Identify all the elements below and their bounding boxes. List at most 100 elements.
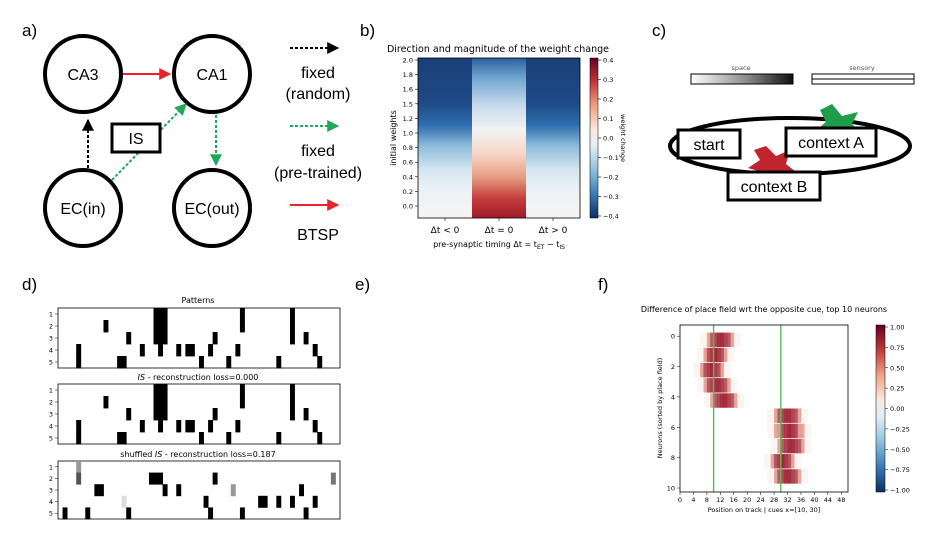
panel-b-yticks: 2.0 1.8 1.6 1.5 1.2 1.0 0.8 0.6 0.4 0.2 0.0 (403, 57, 418, 211)
matrix-cell (176, 344, 182, 357)
panel-f-colorbar (875, 324, 886, 493)
place-field-cell (774, 423, 778, 439)
f-xtick-label: 44 (824, 496, 832, 504)
matrix-cell (312, 420, 318, 433)
matrix-cell (126, 332, 132, 345)
ec-out-label: EC(out) (184, 201, 239, 218)
matrix-cell (76, 432, 82, 445)
matrix-cell (153, 384, 159, 397)
f-xtick-label: 8 (705, 496, 709, 504)
place-field-cell (780, 469, 785, 484)
matrix-row-label: 1 (49, 311, 53, 319)
place-field-cell (767, 469, 772, 484)
place-field-cell (723, 378, 728, 393)
f-ytick-label: 6 (671, 424, 675, 432)
matrix-cell (289, 384, 295, 397)
place-field-cell (696, 378, 701, 393)
matrix-cell (317, 356, 323, 369)
place-field-cell (706, 378, 711, 393)
b-ytick-label: 2.0 (403, 57, 413, 65)
start-box (676, 128, 742, 160)
b-xtick-label: Δt > 0 (539, 226, 568, 236)
b-cbtick-label: 0.1 (603, 115, 613, 123)
is-reconstruction-row-labels: 1 2 3 4 5 (49, 387, 58, 443)
space-bar (690, 73, 794, 85)
matrix-cell (303, 332, 309, 345)
heatmap-b-col-zero (472, 58, 526, 218)
matrix-cell (203, 495, 209, 508)
legend-random-line2: (random) (286, 86, 351, 103)
matrix-cell (303, 507, 309, 520)
matrix-cell (208, 420, 214, 433)
place-field-cell (777, 438, 782, 454)
matrix-cell (189, 420, 195, 433)
place-field-cell (780, 408, 785, 423)
place-field-cell (794, 408, 798, 423)
panel-b-colorbar (589, 57, 599, 219)
f-xtick-label: 24 (756, 496, 764, 504)
place-field-cell (706, 362, 711, 378)
b-cbtick-label: 0.2 (603, 96, 613, 104)
place-field-cell (804, 438, 808, 454)
place-field-cell (787, 469, 792, 484)
place-field-cell (777, 469, 782, 484)
matrix-cell (98, 484, 104, 497)
b-ytick-label: 1.8 (403, 71, 413, 79)
b-ytick-label: 0.2 (403, 188, 413, 196)
matrix-cell (189, 344, 195, 357)
b-cbtick-label: 0.3 (603, 76, 613, 84)
panel-b-colorbar-label: weight change (619, 114, 627, 162)
matrix-row-label: 3 (49, 487, 53, 495)
place-field-cell (737, 393, 741, 408)
matrix-cell (76, 461, 82, 473)
matrix-cell (158, 396, 164, 409)
place-field-cell (740, 393, 745, 408)
place-field-cell (794, 469, 798, 484)
place-field-cell (797, 423, 802, 439)
matrix-cell (139, 420, 145, 433)
ec-in-label: EC(in) (60, 201, 105, 218)
place-field-cell (727, 362, 731, 378)
matrix-cell (76, 420, 82, 433)
place-field-cell (730, 332, 735, 348)
place-field-cell (787, 454, 792, 469)
ca3-label: CA3 (67, 67, 98, 84)
matrix-cell (185, 420, 191, 433)
place-field-cell (737, 332, 741, 348)
b-cbtick-label: 0.4 (603, 57, 613, 65)
place-field-cell (797, 438, 802, 454)
matrix-cell (121, 356, 127, 369)
shuffled-reconstruction-cells (62, 461, 336, 520)
matrix-cell (185, 344, 191, 357)
matrix-cell (199, 432, 204, 445)
f-xtick-label: 12 (716, 496, 724, 504)
panel-b-colorbar-ticks: 0.4 0.3 0.2 0.1 0.0 −0.1 −0.2 −0.3 −0.4 (598, 57, 619, 221)
f-cbtick-label: 0.75 (890, 344, 904, 352)
place-field-cell (727, 332, 731, 348)
matrix-cell (85, 507, 91, 520)
place-field-cell (780, 423, 785, 439)
f-xtick-label: 28 (770, 496, 778, 504)
place-field-cell (804, 469, 808, 484)
place-field-cell (703, 362, 708, 378)
b-cbtick-label: −0.1 (603, 154, 619, 162)
b-xtick-label: Δt = 0 (485, 226, 514, 236)
place-field-cell (710, 362, 714, 378)
b-ytick-label: 0.4 (403, 173, 413, 181)
place-field-cell (713, 393, 718, 408)
f-cbtick-label: −0.50 (890, 446, 910, 454)
place-field-cell (774, 408, 778, 423)
f-xtick-label: 48 (837, 496, 845, 504)
place-field-cell (710, 378, 714, 393)
f-ytick-label: 2 (671, 363, 675, 371)
matrix-cell (117, 432, 123, 445)
place-field-cell (797, 469, 802, 484)
f-cbtick-label: 0.50 (890, 364, 904, 372)
place-field-cell (790, 469, 795, 484)
matrix-cell (208, 507, 214, 520)
matrix-cell (162, 308, 168, 321)
place-field-cell (706, 347, 711, 363)
heatmap-b-col-pos (526, 58, 580, 218)
place-field-cell (767, 408, 772, 423)
